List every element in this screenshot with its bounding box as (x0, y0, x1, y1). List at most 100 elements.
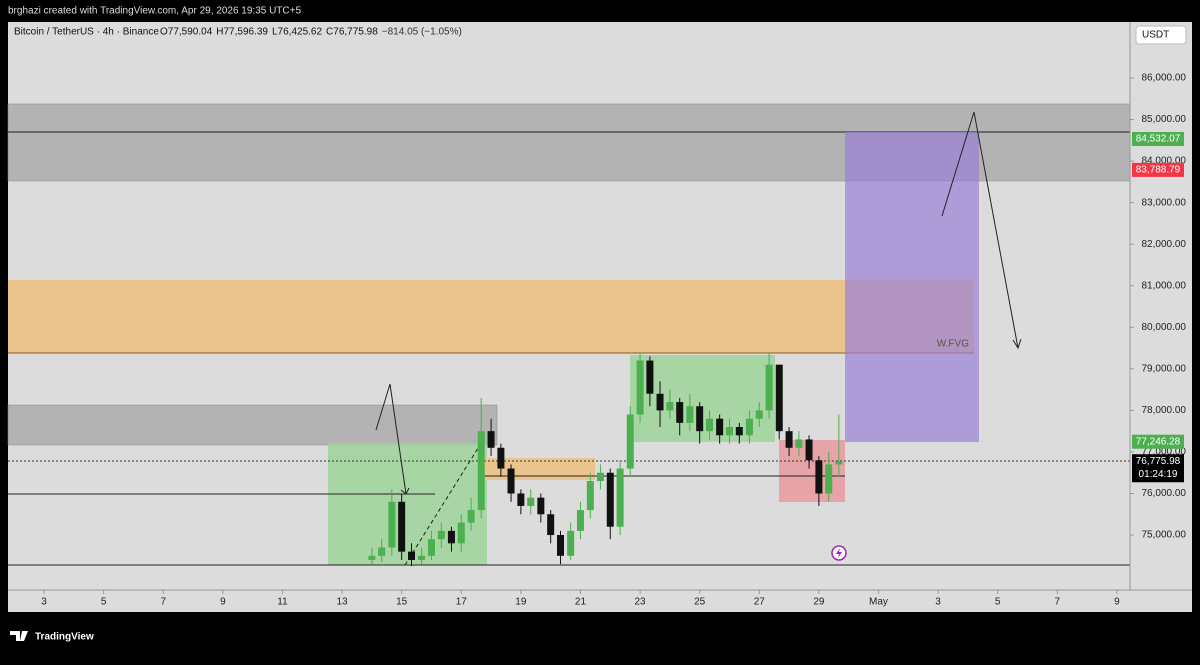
candle-body (537, 497, 545, 515)
plot-area: W.FVG (7, 103, 1131, 566)
candle-body (567, 530, 575, 556)
y-tick-label: 86,000.00 (1142, 73, 1187, 84)
candle-body (775, 364, 783, 432)
candle-body (696, 406, 704, 432)
candle-body (606, 472, 614, 527)
y-tick-label: 80,000.00 (1142, 322, 1187, 333)
y-tick-label: 84,000.00 (1142, 156, 1187, 167)
candle-body (586, 481, 594, 511)
price-label: 77,246.28 (1136, 436, 1181, 447)
x-tick-label: 25 (694, 597, 706, 608)
candle-body (388, 501, 396, 548)
price-label: 76,775.98 (1136, 456, 1181, 467)
candle-body (418, 555, 426, 560)
candle-body (646, 360, 654, 394)
symbol: Bitcoin / TetherUS · 4h · Binance (14, 27, 159, 38)
candle-body (378, 547, 386, 556)
x-tick-label: 7 (160, 597, 166, 608)
x-tick-label: 3 (935, 597, 941, 608)
y-tick-label: 76,000.00 (1142, 488, 1187, 499)
candle-body (427, 539, 435, 556)
y-tick-label: 82,000.00 (1142, 239, 1187, 250)
candle-body (368, 555, 376, 560)
candle-body (725, 427, 733, 436)
x-tick-label: 27 (754, 597, 766, 608)
x-tick-label: 7 (1055, 597, 1061, 608)
arrow (375, 383, 407, 495)
x-tick-label: May (869, 597, 888, 608)
price-label-bg (1132, 434, 1184, 449)
candle-body (626, 414, 634, 469)
x-tick-label: 3 (41, 597, 47, 608)
brand-logo: TradingView (10, 631, 94, 643)
candle-body (517, 493, 525, 506)
candle-body (398, 501, 406, 552)
x-tick-label: 21 (575, 597, 587, 608)
candle-body (507, 468, 515, 494)
x-tick-label: 13 (337, 597, 349, 608)
y-tick-label: 75,000.00 (1142, 530, 1187, 541)
legend-bg (12, 25, 432, 39)
candle-body (576, 510, 584, 531)
candle-body (596, 472, 604, 482)
currency: USDT (1142, 30, 1169, 41)
x-tick-label: 9 (1114, 597, 1120, 608)
y-tick-label: 79,000.00 (1142, 363, 1187, 374)
candle-body (666, 402, 674, 411)
zone (328, 443, 487, 565)
y-tick-label: 81,000.00 (1142, 280, 1187, 291)
countdown: 01:24:19 (1139, 469, 1178, 480)
price-label-bg (1132, 131, 1184, 146)
currency-button[interactable] (1135, 25, 1187, 45)
candle-body (745, 418, 753, 436)
candle-body (765, 364, 773, 411)
x-tick-label: 9 (220, 597, 226, 608)
event-icon-bolt (836, 548, 842, 558)
candle-body (706, 418, 714, 432)
x-tick-label: 19 (515, 597, 527, 608)
candle-body (805, 439, 813, 461)
arrow (941, 111, 1019, 349)
zone (7, 404, 498, 446)
y-tick-label: 83,000.00 (1142, 197, 1187, 208)
x-tick-label: 15 (396, 597, 408, 608)
y-tick-label: 77,000.00 (1142, 447, 1187, 458)
candle-body (686, 406, 694, 423)
legend-item: H77,596.39 (216, 27, 268, 38)
candle-body (735, 427, 743, 436)
candle-body (477, 431, 485, 511)
candle-body (755, 410, 763, 419)
candle-body (557, 535, 565, 556)
candle-body (527, 497, 535, 506)
candle-body (785, 431, 793, 448)
candle-body (616, 468, 624, 527)
price-label-bg (1132, 162, 1184, 177)
candle-body (487, 431, 495, 448)
credit: brghazi created with TradingView.com, Ap… (8, 6, 301, 17)
candle-body (457, 522, 465, 544)
price-label: 84,532.07 (1136, 134, 1181, 145)
ohlc-legend: O77,590.04 H77,596.39 L76,425.62 C76,775.98… (160, 27, 462, 38)
candle-body (815, 460, 823, 494)
x-tick-label: 29 (813, 597, 825, 608)
legend-item: −814.05 (−1.05%) (382, 27, 462, 38)
candle-body (676, 402, 684, 423)
annotation: W.FVG (937, 339, 969, 350)
candle-body (547, 514, 555, 536)
x-tick-label: 17 (456, 597, 468, 608)
price-label-bg (1132, 454, 1184, 483)
candle-body (447, 530, 455, 544)
candles (368, 352, 843, 567)
candle-body (656, 393, 664, 411)
candle-body (497, 447, 505, 469)
candle-body (636, 360, 644, 415)
x-tick-label: 23 (635, 597, 647, 608)
arrow (404, 444, 481, 566)
price-labels: 84,532.07 83,788.79 77,246.28 76,775.98 01:2… (1132, 131, 1184, 483)
x-tick-label: 5 (101, 597, 107, 608)
zone (8, 280, 974, 353)
legend-item: L76,425.62 (272, 27, 322, 38)
candle-body (408, 551, 416, 560)
arrow-head (1012, 338, 1022, 350)
